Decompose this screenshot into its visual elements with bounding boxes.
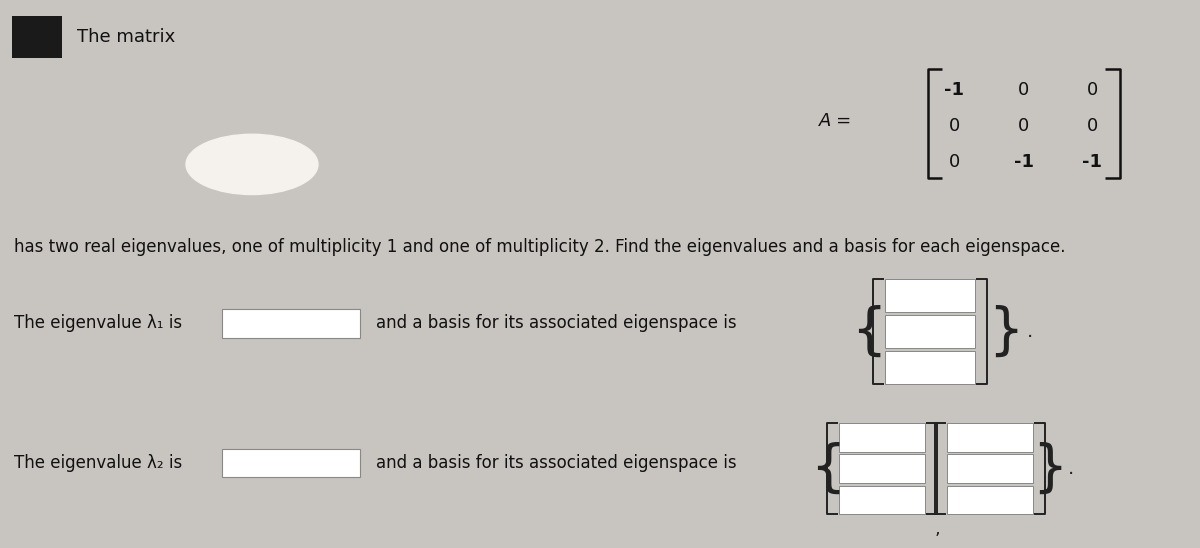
Circle shape — [186, 134, 318, 195]
Text: 0: 0 — [1018, 117, 1030, 135]
FancyBboxPatch shape — [839, 454, 925, 483]
Text: The matrix: The matrix — [77, 28, 175, 46]
Text: A =: A = — [818, 112, 852, 129]
FancyBboxPatch shape — [222, 309, 360, 338]
Text: .: . — [1068, 459, 1074, 478]
FancyBboxPatch shape — [886, 351, 974, 384]
Text: {: { — [851, 305, 887, 358]
Text: -1: -1 — [944, 82, 964, 99]
Text: 0: 0 — [948, 153, 960, 170]
Text: }: } — [988, 305, 1024, 358]
Text: {: { — [810, 442, 846, 495]
Text: has two real eigenvalues, one of multiplicity 1 and one of multiplicity 2. Find : has two real eigenvalues, one of multipl… — [14, 238, 1066, 256]
Text: -1: -1 — [1014, 153, 1033, 170]
FancyBboxPatch shape — [839, 486, 925, 514]
Text: ,: , — [935, 520, 940, 538]
Text: and a basis for its associated eigenspace is: and a basis for its associated eigenspac… — [376, 315, 737, 332]
FancyBboxPatch shape — [947, 423, 1033, 452]
FancyBboxPatch shape — [886, 279, 974, 312]
Text: 0: 0 — [1086, 117, 1098, 135]
Text: The eigenvalue λ₁ is: The eigenvalue λ₁ is — [14, 315, 182, 332]
Text: 0: 0 — [948, 117, 960, 135]
Text: and a basis for its associated eigenspace is: and a basis for its associated eigenspac… — [376, 454, 737, 472]
FancyBboxPatch shape — [947, 454, 1033, 483]
Text: The eigenvalue λ₂ is: The eigenvalue λ₂ is — [14, 454, 182, 472]
Text: .: . — [1027, 322, 1033, 341]
FancyBboxPatch shape — [222, 449, 360, 477]
Text: 0: 0 — [1018, 82, 1030, 99]
FancyBboxPatch shape — [947, 486, 1033, 514]
FancyBboxPatch shape — [886, 315, 974, 348]
Text: -1: -1 — [1082, 153, 1102, 170]
Text: }: } — [1032, 442, 1068, 495]
FancyBboxPatch shape — [12, 16, 62, 58]
Text: 0: 0 — [1086, 82, 1098, 99]
FancyBboxPatch shape — [839, 423, 925, 452]
